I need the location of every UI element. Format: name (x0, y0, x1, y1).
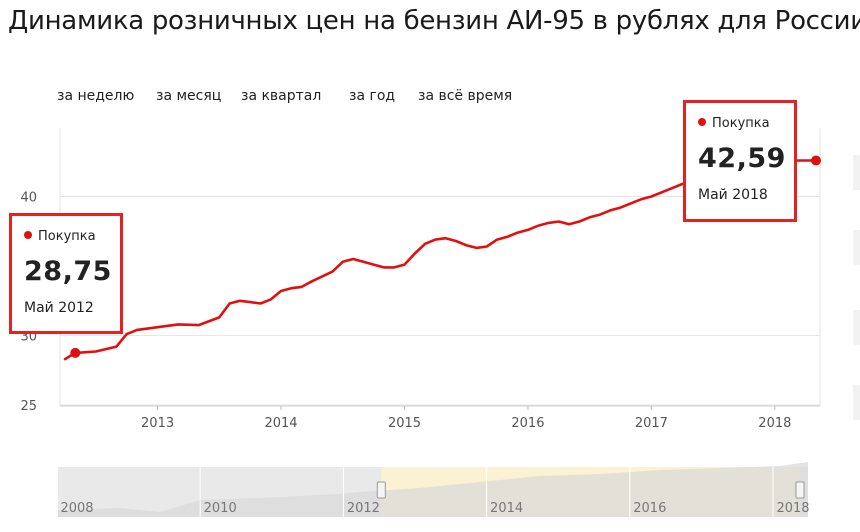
tab-year[interactable]: за год (349, 88, 396, 104)
x-tick-label: 2014 (264, 416, 297, 431)
side-panel-block (853, 310, 860, 345)
page-title: Динамика розничных цен на бензин АИ-95 в… (8, 6, 860, 36)
navigator-tick-label: 2010 (204, 501, 237, 516)
navigator-tick-label: 2014 (490, 501, 523, 516)
side-panel-block (853, 230, 860, 265)
tab-week[interactable]: за неделю (57, 88, 135, 104)
tooltip-value: 28,75 (24, 256, 112, 287)
navigator-area (58, 462, 808, 517)
series-dot-icon (24, 231, 32, 239)
point-marker-end (811, 155, 821, 166)
tooltip-date: Май 2018 (698, 187, 768, 203)
tooltip-date: Май 2012 (24, 300, 94, 316)
tooltip-start: Покупка 28,75 Май 2012 (9, 213, 123, 334)
tooltip-legend: Покупка (24, 229, 96, 244)
x-tick-label: 2018 (758, 416, 791, 431)
x-tick-label: 2016 (511, 416, 544, 431)
x-tick-label: 2017 (635, 416, 668, 431)
navigator-tick-label: 2018 (776, 501, 809, 516)
navigator-tick-label: 2016 (633, 501, 666, 516)
navigator-tick-label: 2012 (347, 501, 380, 516)
x-tick-label: 2013 (141, 416, 174, 431)
tab-month[interactable]: за месяц (156, 88, 222, 104)
tooltip-series-label: Покупка (38, 229, 96, 244)
tooltip-series-label: Покупка (712, 116, 770, 131)
tab-all-time[interactable]: за всё время (418, 88, 513, 104)
navigator-handle-right[interactable] (795, 481, 805, 499)
period-tabs: за неделю за месяц за квартал за год за … (0, 88, 600, 108)
navigator-tick-label: 2008 (60, 501, 93, 516)
tooltip-end: Покупка 42,59 Май 2018 (683, 100, 797, 222)
point-marker-start (70, 347, 81, 358)
side-panel-block (853, 385, 860, 420)
tab-quarter[interactable]: за квартал (241, 88, 322, 104)
y-tick-label: 25 (20, 399, 37, 414)
navigator-handle-left[interactable] (376, 481, 386, 499)
x-tick-label: 2015 (388, 416, 421, 431)
y-tick-label: 40 (20, 191, 37, 206)
tooltip-value: 42,59 (698, 143, 786, 174)
tooltip-legend: Покупка (698, 116, 770, 131)
side-panel-block (853, 155, 860, 190)
series-dot-icon (698, 118, 706, 126)
